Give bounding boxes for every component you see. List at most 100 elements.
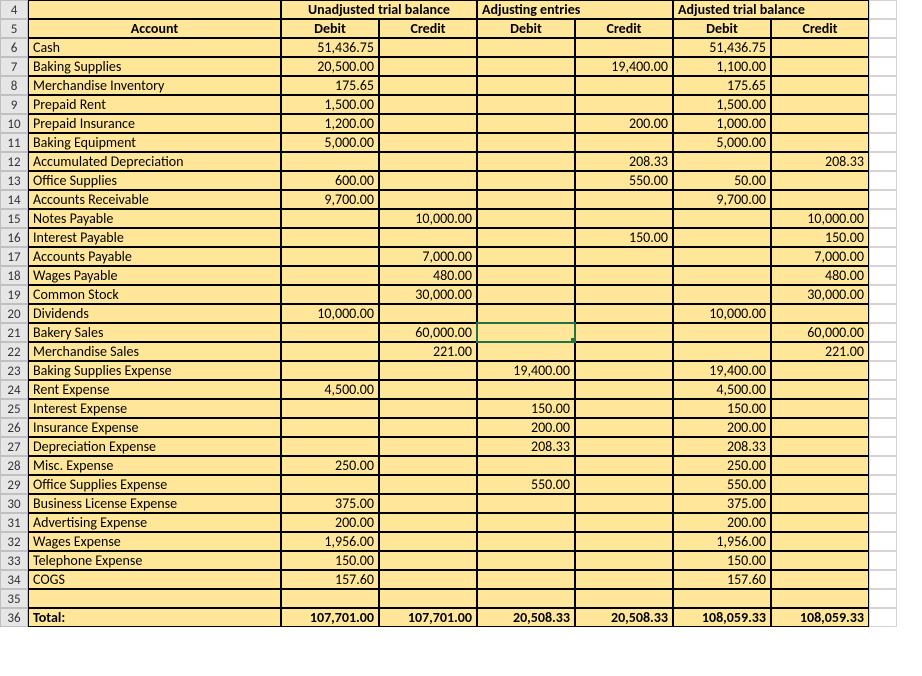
data-cell[interactable]: 10,000.00 [771, 209, 869, 228]
data-cell[interactable] [379, 551, 477, 570]
data-cell[interactable] [477, 152, 575, 171]
row-header[interactable]: 9 [0, 95, 28, 114]
data-cell[interactable] [575, 437, 673, 456]
data-cell[interactable] [771, 114, 869, 133]
data-cell[interactable] [281, 152, 379, 171]
empty-cell[interactable] [869, 589, 897, 608]
data-cell[interactable] [771, 551, 869, 570]
data-cell[interactable] [379, 494, 477, 513]
data-cell[interactable]: 7,000.00 [379, 247, 477, 266]
row-header[interactable]: 13 [0, 171, 28, 190]
data-cell[interactable]: 9,700.00 [673, 190, 771, 209]
data-cell[interactable] [673, 209, 771, 228]
data-cell[interactable]: 60,000.00 [379, 323, 477, 342]
section-header-adjusting[interactable]: Adjusting entries [477, 0, 673, 19]
data-cell[interactable] [379, 76, 477, 95]
data-cell[interactable] [575, 551, 673, 570]
empty-cell[interactable] [869, 532, 897, 551]
account-name[interactable]: Baking Supplies [28, 57, 281, 76]
data-cell[interactable]: 150.00 [673, 551, 771, 570]
data-cell[interactable] [575, 38, 673, 57]
data-cell[interactable] [771, 361, 869, 380]
data-cell[interactable]: 19,400.00 [673, 361, 771, 380]
column-header-debit[interactable]: Debit [673, 19, 771, 38]
data-cell[interactable] [477, 76, 575, 95]
empty-data-cell[interactable] [771, 589, 869, 608]
empty-cell[interactable] [869, 608, 897, 627]
totals-value[interactable]: 20,508.33 [575, 608, 673, 627]
data-cell[interactable]: 480.00 [379, 266, 477, 285]
data-cell[interactable] [575, 494, 673, 513]
row-header[interactable]: 7 [0, 57, 28, 76]
account-name[interactable]: Accumulated Depreciation [28, 152, 281, 171]
data-cell[interactable] [477, 228, 575, 247]
data-cell[interactable] [281, 437, 379, 456]
data-cell[interactable]: 1,500.00 [673, 95, 771, 114]
empty-cell[interactable] [869, 570, 897, 589]
data-cell[interactable]: 200.00 [673, 513, 771, 532]
data-cell[interactable] [673, 228, 771, 247]
column-header-credit[interactable]: Credit [771, 19, 869, 38]
row-header[interactable]: 18 [0, 266, 28, 285]
row-header[interactable]: 6 [0, 38, 28, 57]
row-header[interactable]: 16 [0, 228, 28, 247]
account-name[interactable]: Misc. Expense [28, 456, 281, 475]
data-cell[interactable] [771, 95, 869, 114]
data-cell[interactable] [575, 399, 673, 418]
row-header[interactable]: 21 [0, 323, 28, 342]
data-cell[interactable] [477, 285, 575, 304]
data-cell[interactable] [575, 209, 673, 228]
data-cell[interactable] [477, 532, 575, 551]
row-header[interactable]: 4 [0, 0, 28, 19]
data-cell[interactable]: 7,000.00 [771, 247, 869, 266]
data-cell[interactable] [281, 228, 379, 247]
data-cell[interactable]: 550.00 [673, 475, 771, 494]
data-cell[interactable] [673, 323, 771, 342]
data-cell[interactable]: 30,000.00 [771, 285, 869, 304]
data-cell[interactable]: 600.00 [281, 171, 379, 190]
data-cell[interactable]: 208.33 [673, 437, 771, 456]
data-cell[interactable]: 375.00 [281, 494, 379, 513]
empty-cell[interactable] [869, 342, 897, 361]
data-cell[interactable] [477, 304, 575, 323]
data-cell[interactable] [771, 513, 869, 532]
data-cell[interactable] [281, 323, 379, 342]
data-cell[interactable] [477, 380, 575, 399]
data-cell[interactable] [477, 95, 575, 114]
empty-cell[interactable] [869, 266, 897, 285]
data-cell[interactable] [379, 532, 477, 551]
empty-cell[interactable] [869, 57, 897, 76]
empty-data-cell[interactable] [281, 589, 379, 608]
section-header-adjusted[interactable]: Adjusted trial balance [673, 0, 869, 19]
account-name[interactable]: Depreciation Expense [28, 437, 281, 456]
data-cell[interactable]: 1,956.00 [281, 532, 379, 551]
account-name[interactable]: Merchandise Inventory [28, 76, 281, 95]
account-name[interactable]: Dividends [28, 304, 281, 323]
account-name[interactable]: Office Supplies Expense [28, 475, 281, 494]
data-cell[interactable]: 375.00 [673, 494, 771, 513]
empty-cell[interactable] [869, 95, 897, 114]
data-cell[interactable]: 550.00 [477, 475, 575, 494]
data-cell[interactable] [673, 152, 771, 171]
empty-cell[interactable] [869, 304, 897, 323]
data-cell[interactable] [771, 475, 869, 494]
data-cell[interactable]: 60,000.00 [771, 323, 869, 342]
account-name[interactable]: COGS [28, 570, 281, 589]
data-cell[interactable] [771, 437, 869, 456]
data-cell[interactable]: 5,000.00 [673, 133, 771, 152]
data-cell[interactable] [575, 342, 673, 361]
data-cell[interactable]: 150.00 [771, 228, 869, 247]
data-cell[interactable] [379, 152, 477, 171]
data-cell[interactable]: 30,000.00 [379, 285, 477, 304]
account-name[interactable]: Accounts Payable [28, 247, 281, 266]
account-name[interactable]: Prepaid Insurance [28, 114, 281, 133]
account-name[interactable]: Advertising Expense [28, 513, 281, 532]
data-cell[interactable]: 150.00 [281, 551, 379, 570]
data-cell[interactable] [575, 380, 673, 399]
data-cell[interactable] [379, 38, 477, 57]
row-header[interactable]: 10 [0, 114, 28, 133]
account-name[interactable]: Bakery Sales [28, 323, 281, 342]
empty-cell[interactable] [869, 171, 897, 190]
data-cell[interactable] [575, 323, 673, 342]
account-name[interactable]: Rent Expense [28, 380, 281, 399]
